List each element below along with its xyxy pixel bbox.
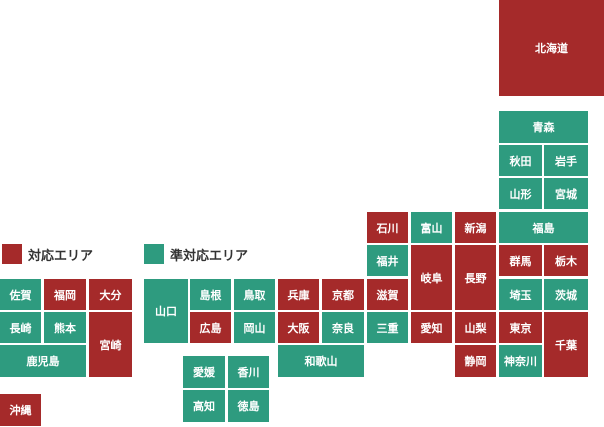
pref-iwate[interactable]: 岩手	[544, 145, 588, 176]
pref-tokyo[interactable]: 東京	[499, 312, 542, 343]
pref-kanagawa[interactable]: 神奈川	[499, 345, 542, 377]
pref-shimane[interactable]: 島根	[190, 279, 231, 310]
pref-oita[interactable]: 大分	[89, 279, 132, 310]
pref-hokkaido[interactable]: 北海道	[499, 0, 604, 96]
pref-fukui[interactable]: 福井	[367, 245, 408, 276]
pref-wakayama[interactable]: 和歌山	[278, 345, 364, 377]
pref-kyoto[interactable]: 京都	[322, 279, 364, 310]
legend-supported-label: 対応エリア	[28, 248, 94, 264]
pref-tochigi[interactable]: 栃木	[544, 245, 588, 276]
pref-nagasaki[interactable]: 長崎	[0, 312, 41, 343]
pref-fukushima[interactable]: 福島	[499, 212, 588, 243]
pref-okayama[interactable]: 岡山	[234, 312, 275, 343]
pref-ehime[interactable]: 愛媛	[183, 356, 225, 388]
pref-saitama[interactable]: 埼玉	[499, 279, 542, 310]
pref-mie[interactable]: 三重	[367, 312, 408, 343]
pref-yamaguchi[interactable]: 山口	[144, 279, 188, 343]
semi-supported-swatch	[144, 244, 164, 264]
pref-hyogo[interactable]: 兵庫	[278, 279, 319, 310]
pref-yamanashi[interactable]: 山梨	[455, 312, 496, 343]
pref-toyama[interactable]: 富山	[411, 212, 452, 243]
pref-yamagata[interactable]: 山形	[499, 178, 542, 209]
pref-kochi[interactable]: 高知	[183, 390, 225, 422]
pref-akita[interactable]: 秋田	[499, 145, 542, 176]
pref-okinawa[interactable]: 沖縄	[0, 394, 41, 426]
legend-semi-supported: 準対応エリア	[144, 244, 248, 264]
pref-nara[interactable]: 奈良	[322, 312, 364, 343]
pref-gunma[interactable]: 群馬	[499, 245, 542, 276]
supported-swatch	[2, 244, 22, 264]
pref-saga[interactable]: 佐賀	[0, 279, 41, 310]
pref-gifu[interactable]: 岐阜	[411, 245, 452, 310]
pref-tottori[interactable]: 鳥取	[234, 279, 275, 310]
pref-aomori[interactable]: 青森	[499, 111, 588, 143]
pref-fukuoka[interactable]: 福岡	[44, 279, 86, 310]
pref-ibaraki[interactable]: 茨城	[544, 279, 588, 310]
pref-shizuoka[interactable]: 静岡	[455, 345, 496, 377]
pref-ishikawa[interactable]: 石川	[367, 212, 408, 243]
legend-supported: 対応エリア	[2, 244, 93, 264]
pref-kagoshima[interactable]: 鹿児島	[0, 345, 86, 377]
pref-miyagi[interactable]: 宮城	[544, 178, 588, 209]
pref-nagano[interactable]: 長野	[455, 245, 496, 310]
legend-semi-supported-label: 準対応エリア	[170, 248, 249, 264]
pref-shiga[interactable]: 滋賀	[367, 279, 408, 310]
pref-osaka[interactable]: 大阪	[278, 312, 319, 343]
pref-niigata[interactable]: 新潟	[455, 212, 496, 243]
pref-tokushima[interactable]: 徳島	[228, 390, 269, 422]
pref-chiba[interactable]: 千葉	[544, 312, 588, 377]
pref-kumamoto[interactable]: 熊本	[44, 312, 86, 343]
pref-aichi[interactable]: 愛知	[411, 312, 452, 343]
pref-hiroshima[interactable]: 広島	[190, 312, 231, 343]
pref-miyazaki[interactable]: 宮崎	[89, 312, 132, 377]
pref-kagawa[interactable]: 香川	[228, 356, 269, 388]
